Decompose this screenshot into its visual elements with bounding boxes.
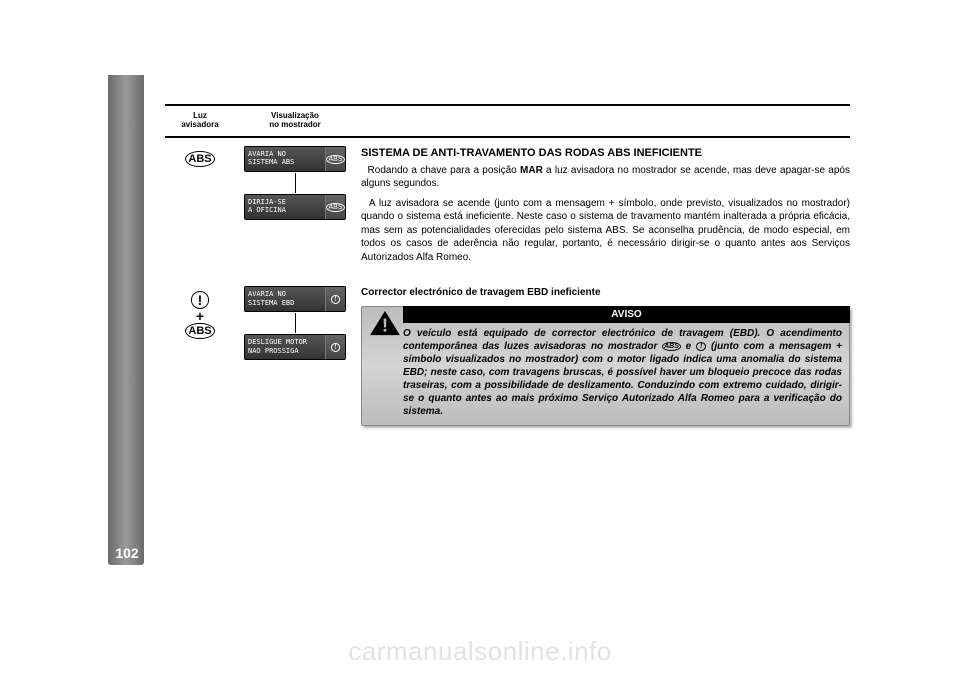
page-content: ABS AVARIA NO SISTEMA ABS ABS DIRIJA-SE …: [165, 144, 850, 426]
display-text: DIRIJA-SE A OFICINA: [245, 195, 325, 219]
display-box-2: DIRIJA-SE A OFICINA ABS: [244, 194, 346, 220]
page-number: 102: [113, 545, 141, 561]
text-col: Corrector electrónico de travagem EBD in…: [355, 284, 850, 426]
abs-icon: ABS: [185, 323, 214, 339]
display-col: AVARIA NO SISTEMA ABS ABS DIRIJA-SE A OF…: [235, 144, 355, 270]
warning-triangle-icon: !: [367, 309, 403, 337]
display-excl-icon: !: [325, 335, 345, 359]
sidebar-label: CONHECIMENTO DO VEÍCULO: [146, 224, 156, 402]
sidebar-tab: CONHECIMENTO DO VEÍCULO: [108, 75, 144, 565]
abs-icon: ABS: [185, 151, 214, 167]
section-heading: SISTEMA DE ANTI-TRAVAMENTO DAS RODAS ABS…: [361, 146, 850, 161]
display-box-1: AVARIA NO SISTEMA ABS ABS: [244, 146, 346, 172]
table-header: Luz avisadora Visualização no mostrador: [165, 104, 850, 138]
display-excl-icon: !: [325, 287, 345, 311]
section-heading: Corrector electrónico de travagem EBD in…: [361, 286, 850, 300]
display-abs-icon: ABS: [325, 147, 345, 171]
display-text: AVARIA NO SISTEMA ABS: [245, 147, 325, 171]
header-col2: Visualização no mostrador: [235, 106, 355, 136]
warning-box: AVISO ! O veículo está equipado de corre…: [361, 306, 850, 427]
plus-icon: +: [196, 308, 204, 324]
display-text: AVARIA NO SISTEMA EBD: [245, 287, 325, 311]
warning-light-col: ABS: [165, 144, 235, 270]
paragraph: A luz avisadora se acende (junto com a m…: [361, 197, 850, 265]
display-abs-icon: ABS: [325, 195, 345, 219]
header-col1: Luz avisadora: [165, 106, 235, 136]
display-text: DESLIGUE MOTOR NAO PROSSIGA: [245, 335, 325, 359]
text-col: SISTEMA DE ANTI-TRAVAMENTO DAS RODAS ABS…: [355, 144, 850, 270]
display-box-4: DESLIGUE MOTOR NAO PROSSIGA !: [244, 334, 346, 360]
warning-title: AVISO: [403, 306, 850, 324]
section-ebd: ! + ABS AVARIA NO SISTEMA EBD ! DESLIGUE…: [165, 284, 850, 426]
display-col: AVARIA NO SISTEMA EBD ! DESLIGUE MOTOR N…: [235, 284, 355, 426]
watermark: carmanualsonline.info: [0, 636, 960, 667]
connector-line: [295, 313, 296, 333]
section-abs: ABS AVARIA NO SISTEMA ABS ABS DIRIJA-SE …: [165, 144, 850, 270]
warning-light-col: ! + ABS: [165, 284, 235, 426]
svg-text:!: !: [382, 315, 388, 336]
warning-text: O veículo está equipado de corrector ele…: [403, 323, 842, 418]
exclamation-icon: !: [191, 291, 210, 309]
connector-line: [295, 173, 296, 193]
paragraph: Rodando a chave para a posição MAR a luz…: [361, 164, 850, 191]
display-box-3: AVARIA NO SISTEMA EBD !: [244, 286, 346, 312]
warning-body: ! O veículo está equipado de corrector e…: [361, 323, 850, 426]
